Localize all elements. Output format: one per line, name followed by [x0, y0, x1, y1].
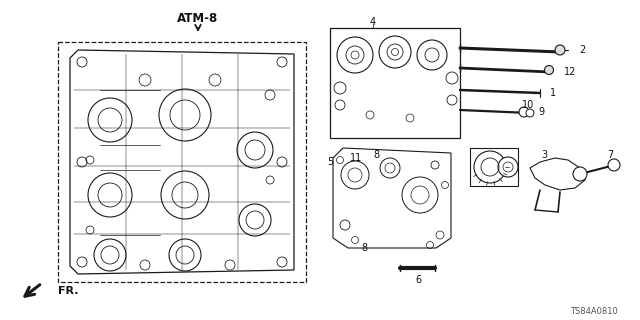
Polygon shape — [333, 148, 451, 248]
Circle shape — [555, 45, 565, 55]
Text: 7: 7 — [607, 150, 613, 160]
Circle shape — [417, 40, 447, 70]
Circle shape — [519, 107, 529, 117]
Polygon shape — [70, 50, 294, 274]
Text: 12: 12 — [564, 67, 576, 77]
Circle shape — [379, 36, 411, 68]
Text: 3: 3 — [541, 150, 547, 160]
Text: 8: 8 — [373, 150, 379, 160]
Text: 9: 9 — [538, 107, 544, 117]
Bar — [470, 148, 518, 186]
Circle shape — [545, 66, 554, 75]
Text: TS84A0810: TS84A0810 — [570, 308, 618, 316]
Text: 6: 6 — [415, 275, 421, 285]
Text: 2: 2 — [579, 45, 585, 55]
Text: 4: 4 — [370, 17, 376, 27]
Text: 8: 8 — [361, 243, 367, 253]
Bar — [58, 42, 306, 282]
Circle shape — [608, 159, 620, 171]
Text: FR.: FR. — [58, 286, 78, 296]
Bar — [330, 28, 460, 138]
Circle shape — [474, 151, 506, 183]
Circle shape — [337, 37, 373, 73]
Text: ATM-8: ATM-8 — [177, 12, 219, 25]
Circle shape — [526, 109, 534, 117]
Polygon shape — [530, 158, 585, 190]
Text: 1: 1 — [550, 88, 556, 98]
Text: 11: 11 — [350, 153, 362, 163]
Circle shape — [573, 167, 587, 181]
Text: 10: 10 — [522, 100, 534, 110]
Text: 5: 5 — [327, 157, 333, 167]
Circle shape — [498, 157, 518, 177]
